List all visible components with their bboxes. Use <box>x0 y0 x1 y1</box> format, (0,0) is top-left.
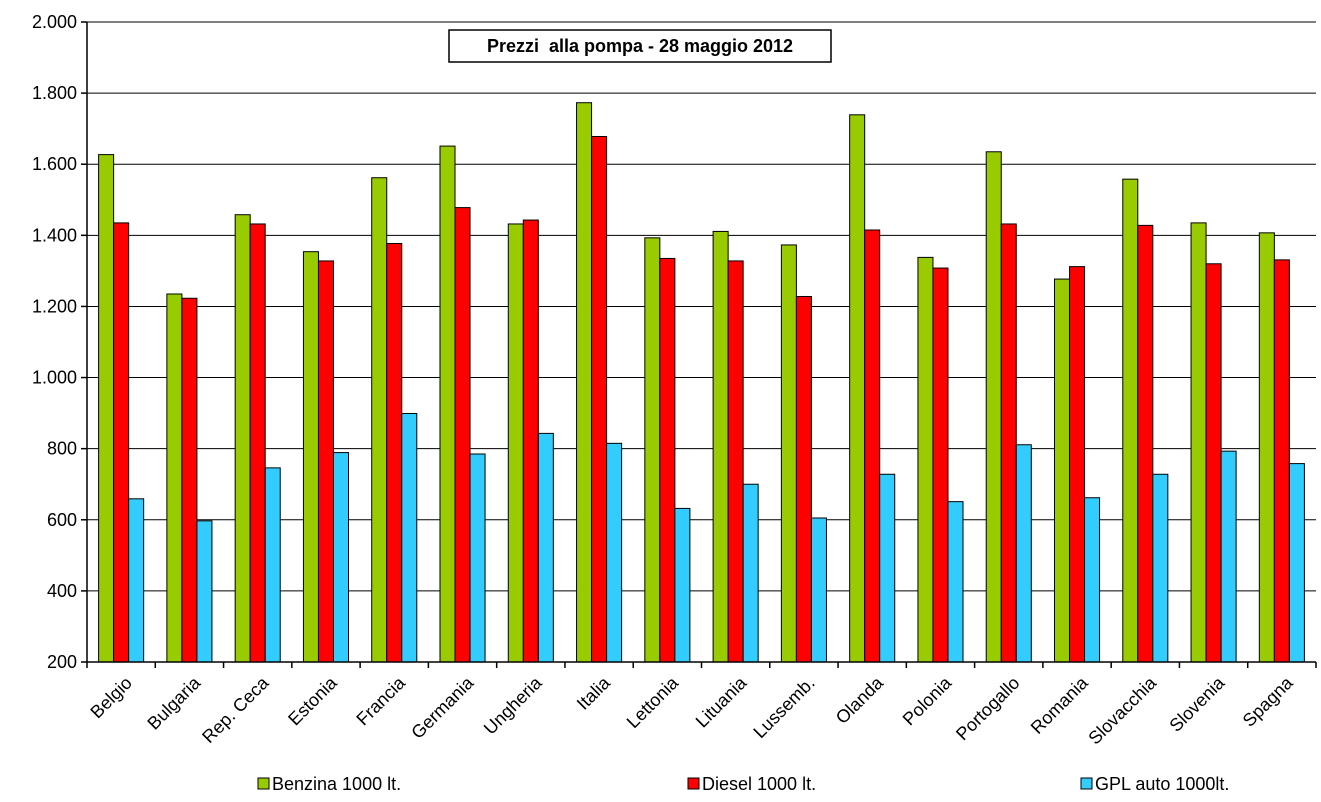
legend-swatch <box>1080 777 1093 790</box>
bar-gpl <box>332 452 350 663</box>
gridlines <box>81 21 1317 668</box>
x-tick-label: Germania <box>407 672 478 743</box>
x-tick-label: Olanda <box>832 672 888 728</box>
chart-title-box: Prezzi alla pompa - 28 maggio 2012 <box>448 29 832 63</box>
bar-benzina <box>780 244 797 663</box>
bars <box>98 102 1305 663</box>
bar-benzina <box>98 154 115 663</box>
bar-benzina <box>371 177 388 663</box>
bar-gpl <box>742 483 759 663</box>
bar-diesel <box>1137 224 1154 663</box>
y-tick-label: 1.400 <box>32 225 77 245</box>
bar-diesel <box>727 260 744 663</box>
bar-diesel <box>181 297 198 663</box>
y-tick-label: 1.600 <box>32 154 77 174</box>
bar-benzina <box>439 145 456 663</box>
legend-label: Diesel 1000 lt. <box>702 774 816 794</box>
bar-benzina <box>1190 222 1207 663</box>
bar-benzina <box>985 151 1002 663</box>
bar-gpl <box>1015 444 1032 663</box>
legend-label: Benzina 1000 lt. <box>272 774 401 794</box>
y-tick-label: 600 <box>47 510 77 530</box>
y-tick-label: 200 <box>47 652 77 672</box>
bar-gpl <box>469 453 486 663</box>
bar-diesel <box>317 260 334 663</box>
bar-benzina <box>507 223 524 663</box>
x-tick-label: Spagna <box>1239 672 1298 731</box>
bar-gpl <box>128 498 145 663</box>
x-tick-label: Polonia <box>899 672 956 729</box>
bar-diesel <box>113 222 130 663</box>
x-tick-label: Italia <box>573 672 615 714</box>
bar-diesel <box>386 243 403 663</box>
legend-swatch <box>687 777 700 790</box>
bar-gpl <box>1220 450 1237 663</box>
x-tick-label: Lussemb. <box>749 673 818 742</box>
x-tick-label: Belgio <box>86 673 136 723</box>
chart-title: Prezzi alla pompa - 28 maggio 2012 <box>487 36 793 56</box>
bar-benzina <box>644 237 661 663</box>
bar-gpl <box>1288 463 1305 663</box>
bar-diesel <box>932 267 949 663</box>
bar-gpl <box>947 501 964 663</box>
y-tick-label: 400 <box>47 581 77 601</box>
y-tick-label: 1.200 <box>32 296 77 316</box>
y-tick-label: 800 <box>47 439 77 459</box>
x-tick-label: Lituania <box>692 672 751 731</box>
x-tick-label: Slovenia <box>1165 672 1229 736</box>
x-tick-label: Romania <box>1027 672 1093 738</box>
bar-benzina <box>576 102 593 663</box>
bar-diesel <box>795 295 812 663</box>
x-tick-label: Ungheria <box>480 672 546 738</box>
x-tick-label: Portogallo <box>952 673 1023 744</box>
y-tick-label: 1.800 <box>32 83 77 103</box>
bar-diesel <box>454 207 471 663</box>
y-tick-labels: 200 400 600 800 1.000 1.200 1.400 1.600 1.800 2.0… <box>32 12 77 672</box>
x-tick-label: Lettonia <box>623 672 683 732</box>
legend-label: GPL auto 1000lt. <box>1095 774 1229 794</box>
bar-diesel <box>1000 223 1017 663</box>
x-tick-label: Rep. Ceca <box>198 672 273 747</box>
bar-benzina <box>849 114 866 663</box>
bar-diesel <box>522 219 539 663</box>
legend: Benzina 1000 lt. Diesel 1000 lt. GPL auto … <box>257 774 1229 794</box>
y-tick-label: 2.000 <box>32 12 77 32</box>
bar-benzina <box>166 293 183 663</box>
bar-gpl <box>196 520 213 663</box>
bar-benzina <box>1053 278 1071 663</box>
bar-diesel <box>659 257 676 663</box>
bar-benzina <box>712 230 729 663</box>
bar-gpl <box>674 507 691 663</box>
bar-gpl <box>537 432 554 663</box>
axes <box>86 22 1316 663</box>
bar-diesel <box>1069 266 1086 663</box>
bar-benzina <box>1122 178 1139 663</box>
x-tick-label: Bulgaria <box>143 672 205 734</box>
bar-diesel <box>1273 259 1290 663</box>
bar-diesel <box>591 135 608 663</box>
bar-gpl <box>401 412 418 663</box>
bar-benzina <box>302 251 319 663</box>
bar-gpl <box>810 517 827 663</box>
x-tick-label: Francia <box>352 672 409 729</box>
bar-benzina <box>1258 232 1275 663</box>
bar-diesel <box>864 229 881 663</box>
bar-diesel <box>1205 263 1222 663</box>
bar-gpl <box>264 467 281 663</box>
bar-gpl <box>606 442 623 663</box>
bar-gpl <box>1084 497 1101 663</box>
bar-benzina <box>917 256 934 663</box>
bar-gpl <box>1152 473 1169 663</box>
x-tick-label: Slovacchia <box>1084 672 1160 748</box>
bar-diesel <box>249 223 266 663</box>
x-tick-label: Estonia <box>284 672 341 729</box>
bar-gpl <box>879 473 896 663</box>
y-tick-label: 1.000 <box>32 368 77 388</box>
bar-benzina <box>234 214 251 663</box>
legend-swatch <box>257 777 270 790</box>
